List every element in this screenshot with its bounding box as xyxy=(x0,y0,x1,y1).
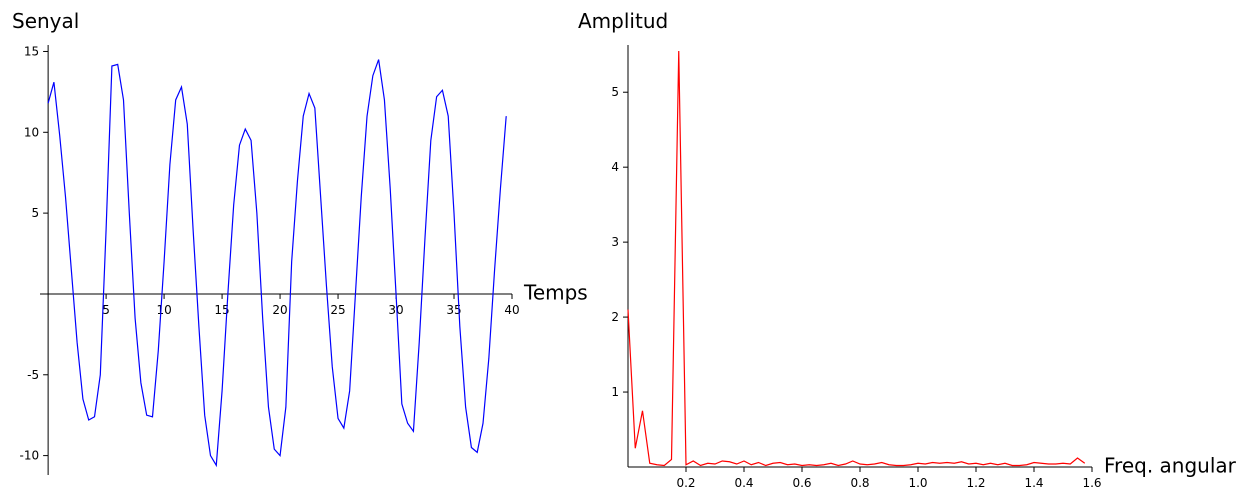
x-tick-label: 0.6 xyxy=(792,476,811,490)
x-tick-label: 0.2 xyxy=(676,476,695,490)
x-tick-label: 1.2 xyxy=(966,476,985,490)
y-tick-label: 15 xyxy=(24,44,39,58)
x-tick-label: 20 xyxy=(272,303,287,317)
x-tick-label: 15 xyxy=(214,303,229,317)
y-tick-label: -10 xyxy=(20,449,40,463)
x-tick-label: 1.6 xyxy=(1082,476,1101,490)
x-tick-label: 0.8 xyxy=(850,476,869,490)
chart-title: Amplitud xyxy=(578,9,668,33)
y-tick-label: 5 xyxy=(31,206,39,220)
y-tick-label: 1 xyxy=(611,385,619,399)
y-tick-label: 2 xyxy=(611,310,619,324)
x-tick-label: 35 xyxy=(446,303,461,317)
y-tick-label: 4 xyxy=(611,160,619,174)
data-line xyxy=(627,50,1086,467)
x-tick-label: 1.4 xyxy=(1024,476,1043,490)
y-tick-label: -5 xyxy=(27,368,39,382)
y-tick-label: 3 xyxy=(611,235,619,249)
x-tick-label: 0.4 xyxy=(734,476,753,490)
x-tick-label: 5 xyxy=(102,303,110,317)
x-tick-label: 10 xyxy=(156,303,171,317)
x-axis-label: Freq. angular xyxy=(1104,454,1237,478)
x-axis-label: Temps xyxy=(523,280,588,304)
x-tick-label: 25 xyxy=(330,303,345,317)
y-tick-label: 10 xyxy=(24,125,39,139)
x-tick-label: 30 xyxy=(388,303,403,317)
data-line xyxy=(47,59,507,468)
y-tick-label: 5 xyxy=(611,85,619,99)
x-tick-label: 40 xyxy=(504,303,519,317)
chart-title: Senyal xyxy=(12,9,79,33)
x-tick-label: 1.0 xyxy=(908,476,927,490)
